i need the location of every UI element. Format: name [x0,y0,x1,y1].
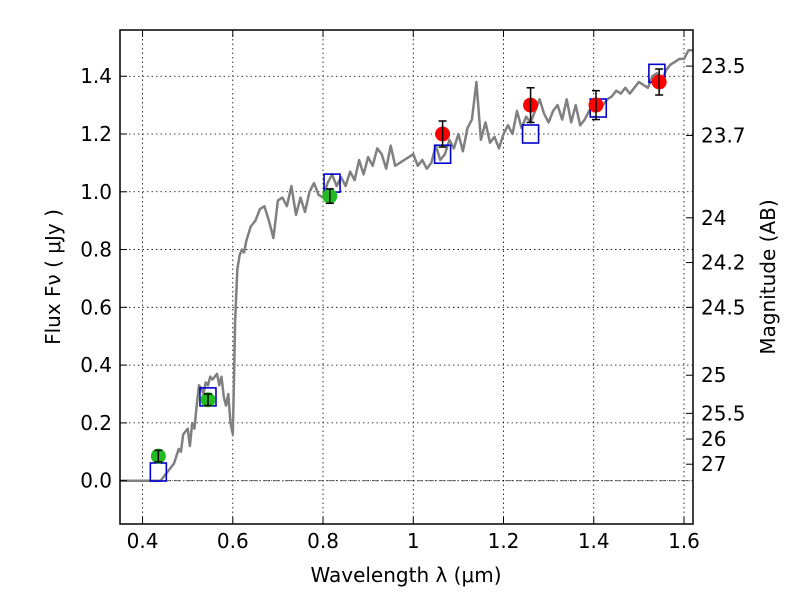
y2-tick-label: 24.2 [701,251,746,275]
y-tick-label: 0.4 [80,353,112,377]
model-square-point [521,124,540,144]
y2-tick-label: 23.7 [701,123,746,147]
y-axis-title: Flux Fν ( μJy ) [41,209,65,345]
x-tick-label: 1.6 [668,529,700,553]
y-tick-label: 1.4 [80,64,112,88]
y-tick-label: 1.2 [80,122,112,146]
y-tick-label: 0.0 [80,469,112,493]
plot-frame [119,29,694,525]
x-tick-label: 1 [407,529,420,553]
x-tick-label: 0.4 [127,529,159,553]
y2-tick-label: 27 [701,452,726,476]
y-tick-label: 0.2 [80,411,112,435]
y2-tick-label: 24 [701,206,726,230]
y2-tick-label: 24.5 [701,295,746,319]
y-tick-label: 0.8 [80,238,112,262]
x-axis-title: Wavelength λ (μm) [310,563,501,587]
y2-tick-label: 26 [701,427,726,451]
grid-lines [120,30,693,524]
axis-ticks [120,30,693,524]
y-tick-label: 0.6 [80,295,112,319]
y-tick-label: 1.0 [80,180,112,204]
y2-tick-label: 25 [701,363,726,387]
y2-tick-label: 25.5 [701,401,746,425]
x-tick-label: 0.8 [307,529,339,553]
x-tick-label: 1.4 [578,529,610,553]
y2-axis-title: Magnitude (AB) [756,199,780,354]
x-tick-label: 1.2 [488,529,520,553]
markers [149,63,667,482]
x-tick-label: 0.6 [217,529,249,553]
tick-labels: 0.4 0.6 0.8 1 1.2 1.4 1.6 0.0 0.2 0.4 0.6 0.8 1.0 1.2… [80,54,745,553]
y2-tick-label: 23.5 [701,54,746,78]
